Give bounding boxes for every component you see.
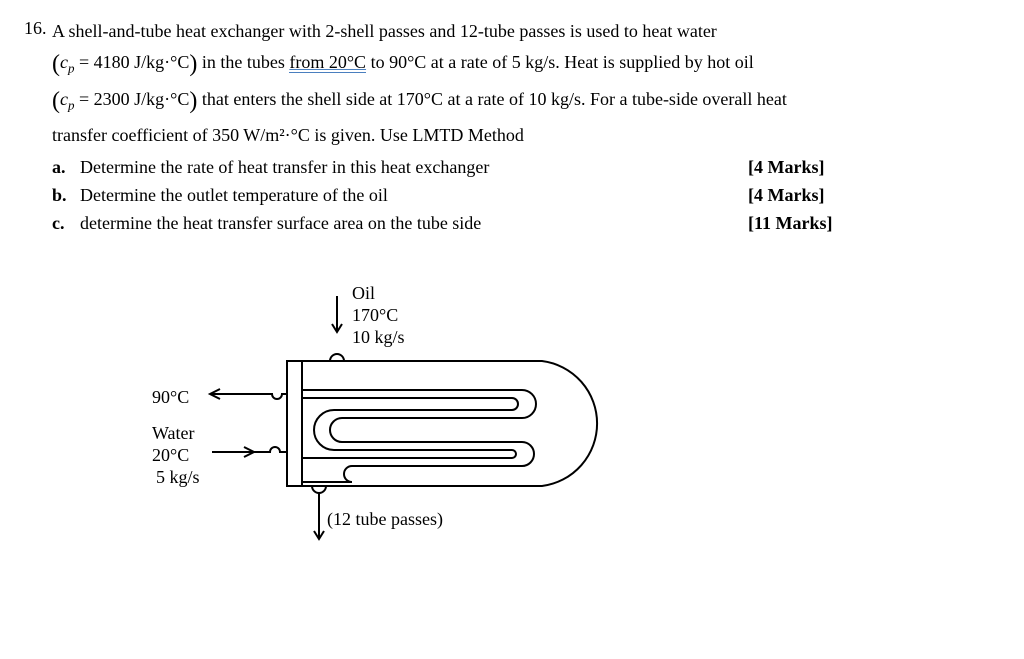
part-row: c. determine the heat transfer surface a… <box>52 210 1000 238</box>
problem-number: 16. <box>24 18 47 39</box>
problem-line-1: A shell-and-tube heat exchanger with 2-s… <box>52 18 1000 46</box>
part-text: determine the heat transfer surface area… <box>80 210 720 238</box>
oil-temp-label: 170°C <box>352 304 398 327</box>
part-label: c. <box>52 210 80 238</box>
water-in-label: 20°C <box>152 444 189 467</box>
part-marks: [11 Marks] <box>748 210 833 238</box>
water-in-value: 20°C <box>152 445 189 465</box>
cp-oil-value: 2300 J/kg·°C <box>94 89 190 109</box>
oil-rate-label: 10 kg/s <box>352 326 405 349</box>
water-rate-label: 5 kg/s <box>156 466 200 489</box>
oil-label: Oil <box>352 282 375 305</box>
part-row: a. Determine the rate of heat transfer i… <box>52 154 1000 182</box>
part-marks: [4 Marks] <box>748 182 824 210</box>
water-name-label: Water <box>152 422 195 445</box>
part-text: Determine the rate of heat transfer in t… <box>80 154 720 182</box>
problem-line-3: (cp = 2300 J/kg·°C) that enters the shel… <box>52 83 1000 120</box>
part-row: b. Determine the outlet temperature of t… <box>52 182 1000 210</box>
part-label: b. <box>52 182 80 210</box>
problem-line-4: transfer coefficient of 350 W/m²·°C is g… <box>52 122 1000 150</box>
underlined-from-temp: from 20°C <box>289 52 366 73</box>
text-frag: that enters the shell side at 170°C at a… <box>197 89 787 109</box>
part-label: a. <box>52 154 80 182</box>
text-frag: in the tubes <box>197 52 289 72</box>
problem-body: A shell-and-tube heat exchanger with 2-s… <box>52 18 1000 546</box>
tube-note-label: (12 tube passes) <box>327 508 443 531</box>
part-marks: [4 Marks] <box>748 154 824 182</box>
problem-line-2: (cp = 4180 J/kg·°C) in the tubes from 20… <box>52 46 1000 83</box>
cp-water-value: 4180 J/kg·°C <box>94 52 190 72</box>
text-frag: to 90°C at a rate of 5 kg/s. Heat is sup… <box>366 52 754 72</box>
water-out-value: 90°C <box>152 387 189 407</box>
parts-list: a. Determine the rate of heat transfer i… <box>52 154 1000 238</box>
heat-exchanger-diagram: Oil 170°C 10 kg/s 90°C Water 20°C 5 kg/s… <box>152 286 652 546</box>
water-out-label: 90°C <box>152 386 189 409</box>
diagram-svg <box>152 286 652 546</box>
part-text: Determine the outlet temperature of the … <box>80 182 720 210</box>
